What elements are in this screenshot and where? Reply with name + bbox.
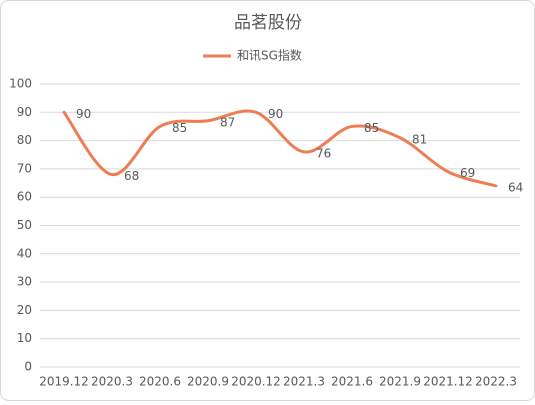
data-label: 90 [76,107,91,121]
y-tick-label: 20 [17,303,32,317]
data-label: 85 [364,121,379,135]
y-tick-label: 40 [17,246,32,260]
data-label: 90 [268,107,283,121]
x-tick-label: 2021.6 [331,375,373,389]
y-tick-label: 80 [17,133,32,147]
data-label: 85 [172,121,187,135]
y-tick-label: 60 [17,190,32,204]
y-tick-label: 70 [17,161,32,175]
x-tick-label: 2019.12 [39,375,89,389]
data-label: 87 [220,115,235,129]
data-label: 68 [124,169,139,183]
data-label: 69 [460,166,475,180]
x-tick-label: 2021.12 [423,375,473,389]
legend-label: 和讯SG指数 [237,48,302,63]
y-tick-label: 30 [17,275,32,289]
y-tick-label: 10 [17,331,32,345]
x-tick-label: 2020.12 [231,375,281,389]
x-tick-label: 2020.3 [91,375,133,389]
y-tick-label: 100 [9,77,32,91]
y-tick-label: 50 [17,218,32,232]
series-line [62,109,498,188]
chart-title: 品茗股份 [234,13,302,33]
x-tick-label: 2020.9 [187,375,229,389]
data-label: 76 [316,146,331,160]
x-tick-label: 2022.3 [475,375,517,389]
data-label: 81 [412,132,427,146]
x-tick-label: 2021.3 [283,375,325,389]
y-tick-label: 0 [24,360,32,374]
data-label: 64 [508,180,523,194]
x-tick-label: 2021.9 [379,375,421,389]
x-tick-label: 2020.6 [139,375,181,389]
y-tick-label: 90 [17,105,32,119]
